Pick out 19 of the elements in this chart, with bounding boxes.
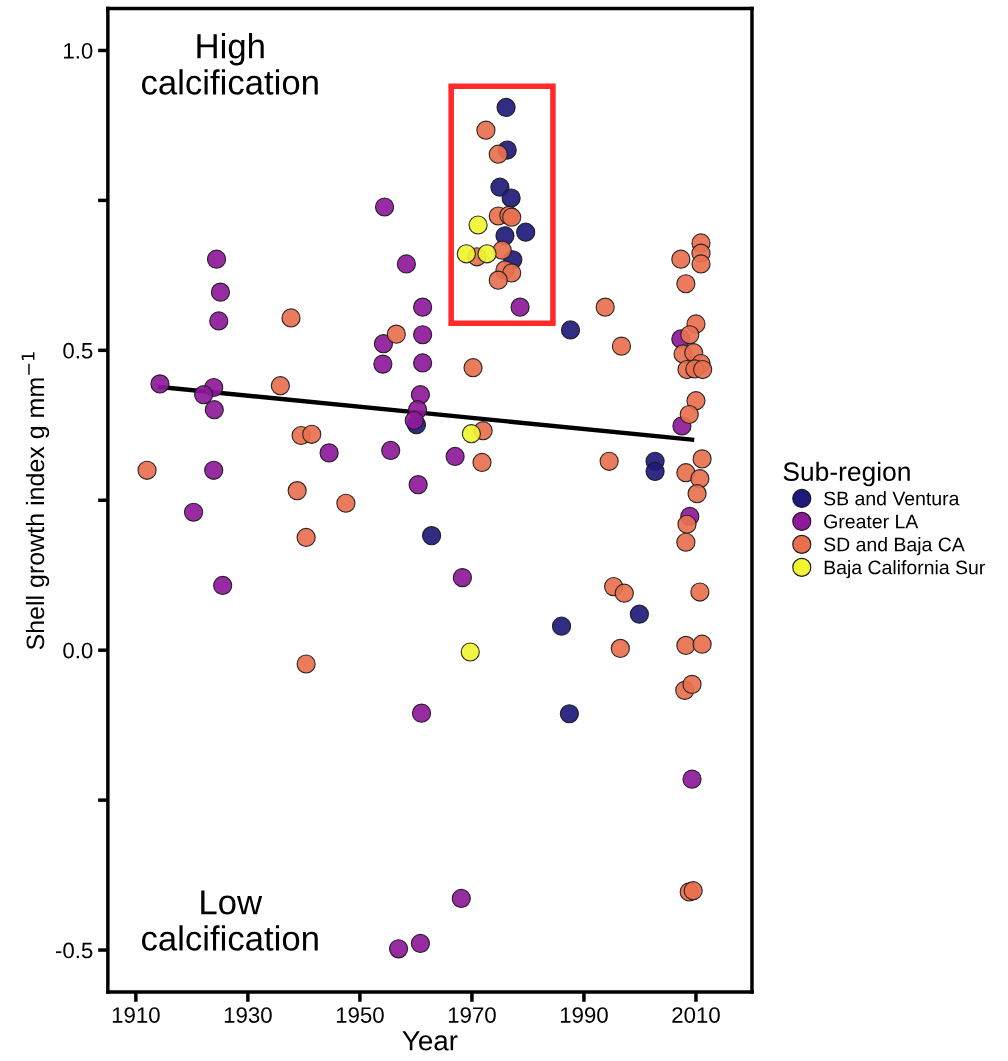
x-tick-label: 1990 [560,1007,608,1023]
legend-label: Baja California Sur [824,560,985,579]
x-tick-label: 1970 [448,1007,496,1023]
x-tick-label: 1950 [336,1007,384,1023]
x-tick-label: 1910 [112,1007,160,1023]
y-tick-label: 0.0 [63,642,93,659]
x-tick-label: 2010 [672,1007,720,1023]
annotation: High calcification [141,33,318,95]
annotation: Low calcification [141,890,318,951]
x-axis-title: Year [402,1031,458,1051]
legend-title: Sub-region [783,461,910,487]
y-tick-label: -0.5 [55,942,93,959]
x-tick-label: 1930 [224,1007,272,1023]
legend-label: SD and Baja CA [824,537,965,556]
y-axis-title: Shell growth index g mm$^{−1}$ [21,352,50,650]
y-tick-label: 1.0 [64,43,93,59]
legend-label: SB and Ventura [824,491,960,506]
legend-label: Greater LA [824,514,919,529]
y-tick-label: 0.5 [63,342,93,359]
